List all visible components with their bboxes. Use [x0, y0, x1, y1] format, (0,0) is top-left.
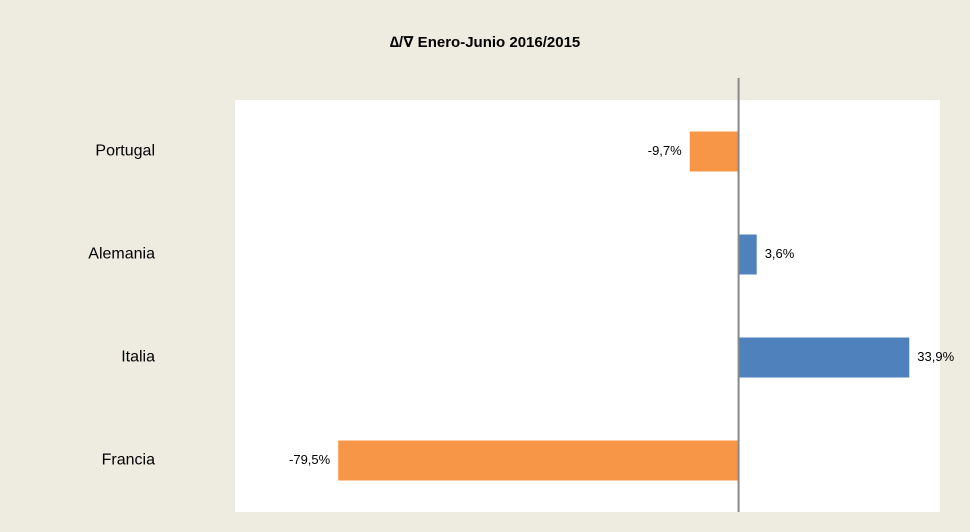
category-label: Alemania	[88, 246, 155, 263]
value-label: -9,7%	[648, 143, 682, 158]
chart-title: ∆/∇ Enero-Junio 2016/2015	[390, 34, 581, 51]
value-label: 33,9%	[917, 349, 954, 364]
value-label: 3,6%	[765, 246, 795, 261]
bar	[689, 131, 739, 172]
bar	[738, 337, 910, 378]
category-label: Italia	[121, 349, 155, 366]
category-label: Portugal	[95, 143, 155, 160]
category-label: Francia	[102, 452, 155, 469]
bar	[738, 234, 757, 275]
bar	[338, 440, 739, 481]
value-label: -79,5%	[289, 452, 331, 467]
